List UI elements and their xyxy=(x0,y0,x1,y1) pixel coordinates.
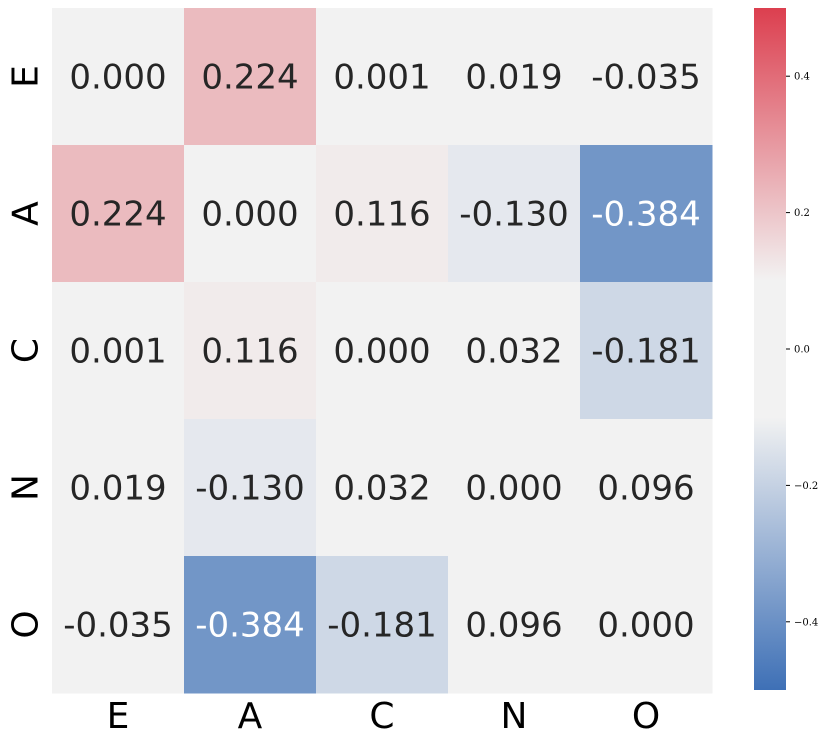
colorbar-tick-label: −0.4 xyxy=(794,617,818,628)
heatmap-cell xyxy=(448,145,581,283)
heatmap-cell xyxy=(316,556,449,694)
cell-value-label: -0.035 xyxy=(63,606,173,646)
heatmap-cell xyxy=(448,419,581,557)
heatmap-cell xyxy=(580,145,713,283)
heatmap-cell xyxy=(184,282,317,420)
colorbar-ticks: 0.4 0.2 0.0 −0.2 −0.4 xyxy=(786,72,818,628)
cell-value-label: 0.000 xyxy=(597,606,694,646)
heatmap-cell xyxy=(316,145,449,283)
heatmap-cell xyxy=(184,8,317,146)
cell-value-label: 0.032 xyxy=(465,332,562,372)
heatmap-cell xyxy=(580,556,713,694)
heatmap-cell xyxy=(316,8,449,146)
heatmap-cell xyxy=(184,556,317,694)
cell-value-label: 0.096 xyxy=(597,469,694,509)
heatmap-cell xyxy=(316,282,449,420)
heatmap-cell xyxy=(448,8,581,146)
x-tick-label: A xyxy=(238,696,263,737)
cell-value-label: 0.019 xyxy=(69,469,166,509)
heatmap-cell xyxy=(52,145,185,283)
x-tick-label: C xyxy=(369,696,394,737)
colorbar-tick-label: 0.0 xyxy=(794,345,810,356)
cell-value-label: 0.116 xyxy=(201,332,298,372)
heatmap-cell xyxy=(52,8,185,146)
heatmap-cell xyxy=(316,419,449,557)
heatmap-cell xyxy=(52,556,185,694)
y-tick-label: O xyxy=(6,610,47,638)
cell-value-label: 0.224 xyxy=(201,58,298,98)
cell-value-label: 0.000 xyxy=(465,469,562,509)
cell-value-label: 0.000 xyxy=(69,58,166,98)
cell-value-label: 0.001 xyxy=(69,332,166,372)
heatmap-cell xyxy=(184,145,317,283)
colorbar-gradient xyxy=(754,8,786,690)
x-tick-label: O xyxy=(632,696,660,737)
heatmap-cell xyxy=(448,556,581,694)
cell-value-label: -0.181 xyxy=(591,332,701,372)
cell-value-label: -0.130 xyxy=(459,195,569,235)
colorbar-tick-label: 0.4 xyxy=(794,72,810,83)
y-axis-tick-labels: E A C N O xyxy=(6,65,47,639)
cell-value-label: -0.130 xyxy=(195,469,305,509)
colorbar: 0.4 0.2 0.0 −0.2 −0.4 xyxy=(754,8,818,690)
y-tick-label: E xyxy=(6,65,47,88)
cell-value-label: -0.035 xyxy=(591,58,701,98)
heatmap-cell xyxy=(448,282,581,420)
heatmap-cell xyxy=(52,282,185,420)
colorbar-tick-label: 0.2 xyxy=(794,208,810,219)
colorbar-tick-label: −0.2 xyxy=(794,481,818,492)
heatmap-cells: 0.000 0.224 0.001 0.019 -0.035 0.224 0.000 0.11… xyxy=(52,8,713,694)
cell-value-label: -0.384 xyxy=(195,606,305,646)
cell-value-label: 0.096 xyxy=(465,606,562,646)
heatmap-cell xyxy=(52,419,185,557)
y-tick-label: A xyxy=(6,201,47,226)
cell-value-label: 0.224 xyxy=(69,195,166,235)
heatmap-cell xyxy=(184,419,317,557)
heatmap-cell xyxy=(580,282,713,420)
heatmap-cell xyxy=(580,419,713,557)
x-tick-label: N xyxy=(501,696,528,737)
cell-value-label: 0.116 xyxy=(333,195,430,235)
y-tick-label: C xyxy=(6,338,47,363)
cell-value-label: 0.000 xyxy=(333,332,430,372)
cell-value-label: 0.001 xyxy=(333,58,430,98)
heatmap-cell xyxy=(580,8,713,146)
cell-value-label: 0.000 xyxy=(201,195,298,235)
cell-value-label: -0.384 xyxy=(591,195,701,235)
x-tick-label: E xyxy=(107,696,130,737)
y-tick-label: N xyxy=(6,474,47,501)
cell-value-label: 0.019 xyxy=(465,58,562,98)
cell-value-label: 0.032 xyxy=(333,469,430,509)
cell-value-label: -0.181 xyxy=(327,606,437,646)
